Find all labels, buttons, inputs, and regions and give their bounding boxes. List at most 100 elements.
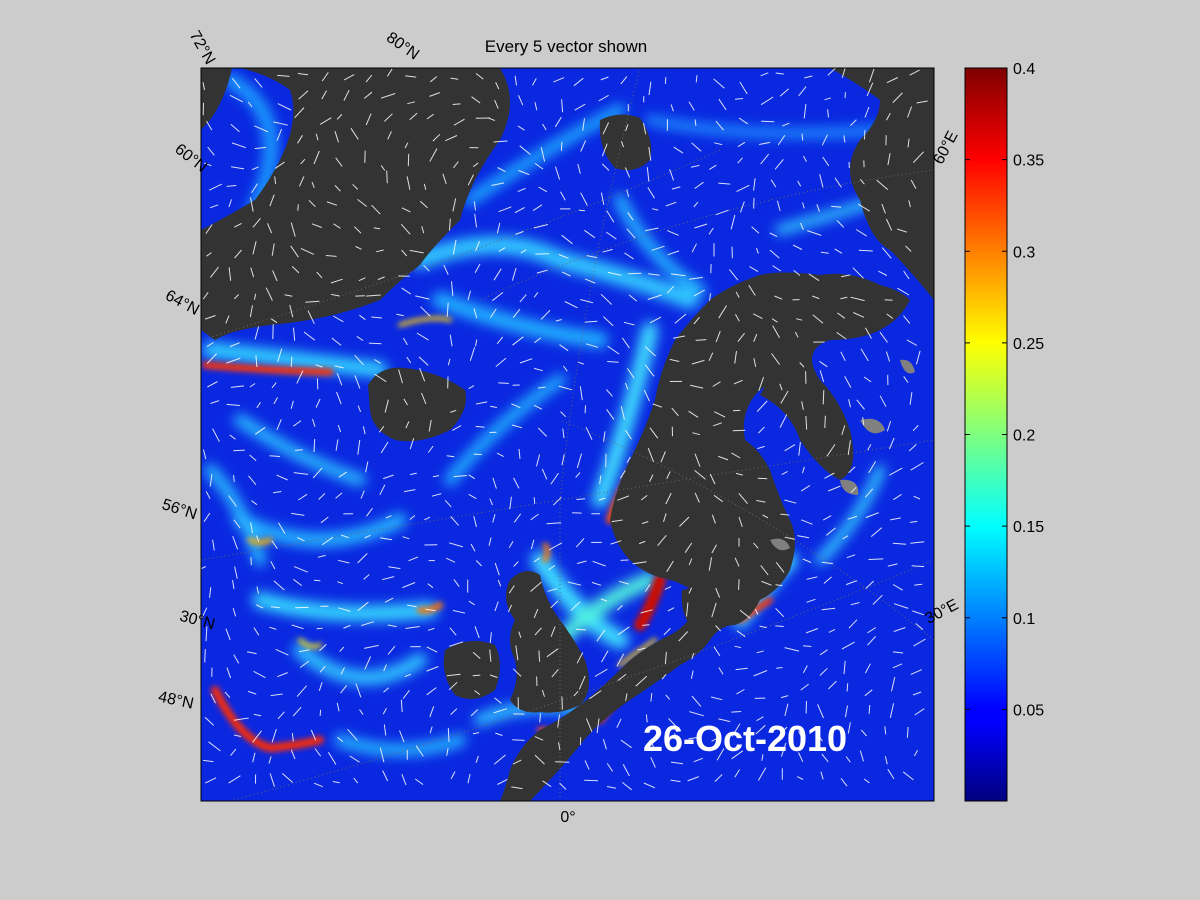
vector-arrow: [884, 756, 888, 765]
vector-arrow: [784, 536, 796, 540]
vector-arrow: [606, 763, 614, 772]
vector-arrow: [396, 313, 404, 317]
vector-arrow: [290, 356, 293, 367]
vector-arrow: [530, 539, 535, 550]
vector-arrow: [495, 732, 503, 736]
vector-arrow: [558, 742, 561, 751]
vector-arrow: [426, 666, 439, 672]
vector-arrow: [357, 439, 361, 455]
vector-arrow: [781, 470, 788, 476]
vector-arrow: [834, 248, 843, 254]
vector-arrow: [419, 367, 426, 382]
vector-arrow: [645, 227, 659, 232]
vector-arrow: [621, 782, 633, 791]
vector-arrow: [620, 76, 628, 85]
vector-arrow: [518, 95, 524, 106]
vector-arrow: [827, 68, 837, 76]
vector-arrow: [756, 500, 766, 503]
vector-arrow: [690, 164, 700, 168]
vector-arrow: [893, 603, 909, 609]
vector-arrow: [827, 109, 829, 118]
vector-arrow: [753, 358, 757, 368]
vector-arrow: [319, 709, 322, 716]
vector-arrow: [277, 74, 290, 77]
colorbar-gradient: [964, 67, 1008, 802]
vector-arrow: [761, 754, 764, 761]
vector-arrow: [836, 331, 847, 340]
vector-arrow: [657, 534, 667, 547]
vector-arrow: [230, 123, 240, 133]
vector-arrow: [670, 273, 686, 277]
vector-arrow: [779, 726, 788, 736]
vector-arrow: [418, 356, 429, 366]
vector-arrow: [540, 146, 546, 162]
vector-arrow: [626, 189, 630, 198]
vector-arrow: [762, 514, 769, 519]
vector-arrow: [534, 627, 542, 636]
vector-arrow: [760, 72, 769, 77]
vector-arrow: [210, 400, 220, 404]
vector-arrow: [275, 648, 289, 656]
vector-arrow: [579, 386, 583, 401]
vector-arrow: [446, 302, 449, 317]
vector-arrow: [451, 281, 454, 296]
vector-arrow: [694, 492, 700, 503]
vector-arrow: [689, 276, 703, 280]
vector-arrow: [806, 598, 816, 603]
vector-arrow: [648, 273, 660, 276]
vector-arrow: [373, 227, 381, 230]
lat-label-80n: 80°N: [383, 29, 422, 63]
vector-arrow: [738, 117, 749, 125]
vector-arrow: [617, 626, 630, 636]
vector-arrow: [693, 757, 703, 763]
vector-arrow: [277, 711, 285, 720]
vector-arrow: [541, 689, 545, 697]
vector-arrow: [885, 112, 891, 121]
vector-arrow: [805, 628, 819, 634]
vector-arrow: [253, 713, 262, 717]
vector-arrow: [299, 660, 310, 668]
vector-arrow: [580, 140, 587, 152]
vector-arrow: [356, 335, 364, 341]
vector-arrow: [913, 495, 921, 500]
vector-arrow: [414, 778, 424, 786]
vector-arrow: [212, 428, 220, 442]
vector-arrow: [405, 421, 410, 429]
vector-arrow: [642, 624, 650, 626]
vector-arrow: [415, 745, 424, 757]
vector-arrow: [205, 777, 217, 784]
vector-arrow: [384, 399, 389, 413]
colorbar-tick-label: 0.05: [1013, 702, 1044, 719]
vector-arrow: [856, 399, 865, 410]
vector-arrow: [445, 557, 456, 563]
vector-arrow: [636, 647, 646, 651]
vector-arrow: [497, 579, 502, 587]
vector-arrow: [409, 437, 415, 450]
vector-arrow: [297, 135, 303, 144]
vector-arrow: [325, 255, 337, 257]
vector-arrow: [893, 627, 906, 632]
vector-arrow: [800, 222, 804, 230]
vector-arrow: [449, 334, 453, 347]
vector-arrow: [845, 756, 851, 763]
vector-arrow: [518, 631, 522, 639]
vector-arrow: [452, 425, 462, 431]
vector-arrow: [619, 470, 626, 479]
colorbar-tick-label: 0.25: [1013, 336, 1044, 353]
vector-arrow: [269, 773, 275, 787]
vector-arrow: [555, 319, 562, 322]
vector-arrow: [252, 218, 261, 228]
vector-arrow: [515, 231, 524, 235]
vector-arrow: [379, 484, 386, 496]
scandinavia-europe: [500, 220, 934, 801]
vector-arrow: [667, 250, 680, 256]
vector-arrow: [475, 73, 484, 80]
vector-arrow: [559, 344, 569, 352]
vector-arrow: [290, 400, 294, 409]
vector-arrow: [232, 608, 237, 617]
vector-arrow: [669, 358, 680, 362]
vector-arrow: [269, 626, 277, 630]
vector-arrow: [250, 267, 255, 278]
vector-arrow: [475, 240, 481, 252]
vector-arrow: [606, 231, 617, 240]
